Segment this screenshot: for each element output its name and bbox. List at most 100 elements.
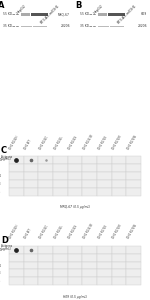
Text: IDH1 R132S: IDH1 R132S — [68, 224, 79, 240]
Bar — [97, 277, 112, 285]
Bar — [53, 188, 68, 196]
Bar — [9, 180, 24, 188]
Text: MRQ-67 (0.5 μg/mL): MRQ-67 (0.5 μg/mL) — [60, 205, 90, 209]
Bar — [9, 262, 24, 269]
Bar — [24, 246, 38, 254]
Bar — [38, 164, 53, 172]
Text: IDH1 WT: IDH1 WT — [24, 139, 32, 150]
Bar — [97, 164, 112, 172]
Bar — [9, 164, 24, 172]
Bar — [110, 26, 124, 27]
Bar — [112, 277, 126, 285]
Text: BT3-A3-mIDH1: BT3-A3-mIDH1 — [117, 4, 138, 25]
Bar — [82, 254, 97, 262]
Bar — [82, 188, 97, 196]
Bar — [53, 164, 68, 172]
Bar — [82, 269, 97, 277]
Text: IDH2 R172W: IDH2 R172W — [126, 134, 138, 150]
Text: IDH1 R132L: IDH1 R132L — [53, 135, 64, 150]
Bar — [33, 26, 47, 27]
Text: 28206: 28206 — [138, 24, 147, 28]
Text: IDH2 R172K: IDH2 R172K — [97, 135, 108, 150]
Bar — [112, 188, 126, 196]
Text: HepG2: HepG2 — [15, 4, 27, 15]
Bar — [24, 262, 38, 269]
Bar — [82, 246, 97, 254]
Bar — [68, 269, 82, 277]
Bar — [126, 172, 141, 180]
Bar — [9, 269, 24, 277]
Text: IDH1 R132H: IDH1 R132H — [9, 224, 20, 240]
Text: Antigens: Antigens — [1, 244, 13, 248]
Text: 0.0016: 0.0016 — [0, 279, 2, 283]
Text: 1: 1 — [0, 248, 2, 252]
Bar — [112, 269, 126, 277]
Bar — [24, 269, 38, 277]
Bar — [112, 180, 126, 188]
Text: A: A — [0, 1, 4, 10]
Text: 55 KD: 55 KD — [80, 12, 89, 16]
Bar — [9, 246, 24, 254]
Bar — [38, 269, 53, 277]
Text: IDH1 R132C: IDH1 R132C — [38, 135, 49, 150]
Bar — [68, 277, 82, 285]
Bar — [53, 269, 68, 277]
Text: IDH1 R132H: IDH1 R132H — [9, 135, 20, 150]
Text: (μg/mL): (μg/mL) — [1, 157, 12, 161]
Bar — [112, 262, 126, 269]
Text: D: D — [1, 236, 8, 245]
Bar — [24, 164, 38, 172]
Text: (μg/mL): (μg/mL) — [1, 247, 12, 251]
Bar — [82, 156, 97, 164]
Bar — [38, 180, 53, 188]
Text: IDH1 R132S: IDH1 R132S — [68, 135, 79, 150]
Text: IDH1 WT: IDH1 WT — [24, 228, 32, 240]
Text: Antigens: Antigens — [1, 155, 13, 159]
Bar — [97, 246, 112, 254]
Bar — [112, 172, 126, 180]
Text: C: C — [1, 146, 7, 155]
Text: 0.008: 0.008 — [0, 182, 2, 186]
Bar — [53, 180, 68, 188]
Bar — [108, 13, 125, 16]
Text: H09: H09 — [141, 12, 147, 16]
Bar — [38, 246, 53, 254]
Bar — [24, 172, 38, 180]
Bar — [9, 254, 24, 262]
Bar — [68, 188, 82, 196]
Bar — [68, 262, 82, 269]
Bar — [38, 262, 53, 269]
Bar — [97, 188, 112, 196]
Bar — [31, 13, 48, 16]
Bar — [97, 254, 112, 262]
Bar — [126, 262, 141, 269]
Bar — [112, 254, 126, 262]
Bar — [38, 156, 53, 164]
Text: B: B — [75, 1, 81, 10]
Bar — [97, 156, 112, 164]
Text: 28206: 28206 — [60, 24, 70, 28]
Text: BT3-A3-mIDH1: BT3-A3-mIDH1 — [40, 4, 61, 25]
Bar — [68, 156, 82, 164]
Text: 0.2: 0.2 — [0, 166, 2, 170]
Bar — [82, 172, 97, 180]
Bar — [9, 156, 24, 164]
Bar — [126, 246, 141, 254]
Bar — [68, 254, 82, 262]
Text: IDH1 R132C: IDH1 R132C — [38, 224, 49, 240]
Text: 0.0016: 0.0016 — [0, 190, 2, 194]
Bar — [24, 254, 38, 262]
Text: HepG2: HepG2 — [93, 4, 104, 15]
Bar — [126, 164, 141, 172]
Bar — [112, 246, 126, 254]
Bar — [53, 246, 68, 254]
Text: IDH2 R172W: IDH2 R172W — [126, 224, 138, 240]
Bar — [126, 277, 141, 285]
Bar — [98, 13, 106, 16]
Bar — [126, 254, 141, 262]
Bar — [97, 172, 112, 180]
Text: 1: 1 — [0, 158, 2, 162]
Bar — [82, 164, 97, 172]
Bar — [53, 262, 68, 269]
Bar — [24, 180, 38, 188]
